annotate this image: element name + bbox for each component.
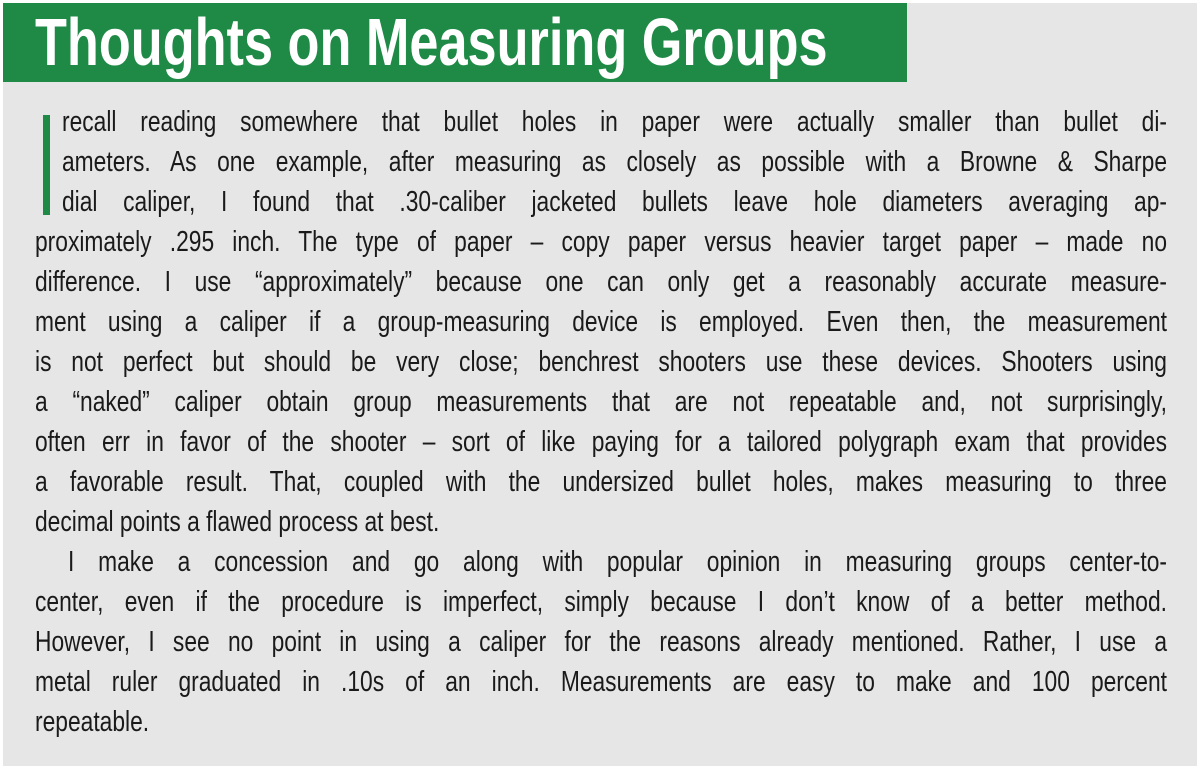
text-line: a “naked” caliper obtain group measureme… [35,386,1167,418]
text-line: metal ruler graduated in .10s of an inch… [35,666,1167,698]
text-line: often err in favor of the shooter – sort… [35,426,1167,458]
text-line: ment using a caliper if a group-measurin… [35,306,1167,338]
text-line: However, I see no point in using a calip… [35,626,1167,658]
page-title: Thoughts on Measuring Groups [35,5,828,80]
text-line: decimal points a flawed process at best. [35,506,440,538]
text-line: ameters. As one example, after measuring… [62,146,1167,178]
text-line: I make a concession and go along with po… [68,546,1167,578]
text-line: a favorable result. That, coupled with t… [35,466,1167,498]
text-line: dial caliper, I found that .30-caliber j… [62,186,1167,218]
sidebar-panel [3,3,1197,766]
drop-cap-i [43,115,50,215]
text-line: is not perfect but should be very close;… [35,346,1167,378]
text-line: difference. I use “approximately” becaus… [35,266,1167,298]
text-line: proximately .295 inch. The type of paper… [35,226,1167,258]
text-line: center, even if the procedure is imperfe… [35,586,1167,618]
title-banner: Thoughts on Measuring Groups [3,3,907,82]
text-line: recall reading somewhere that bullet hol… [62,106,1167,138]
text-line: repeatable. [35,706,150,738]
